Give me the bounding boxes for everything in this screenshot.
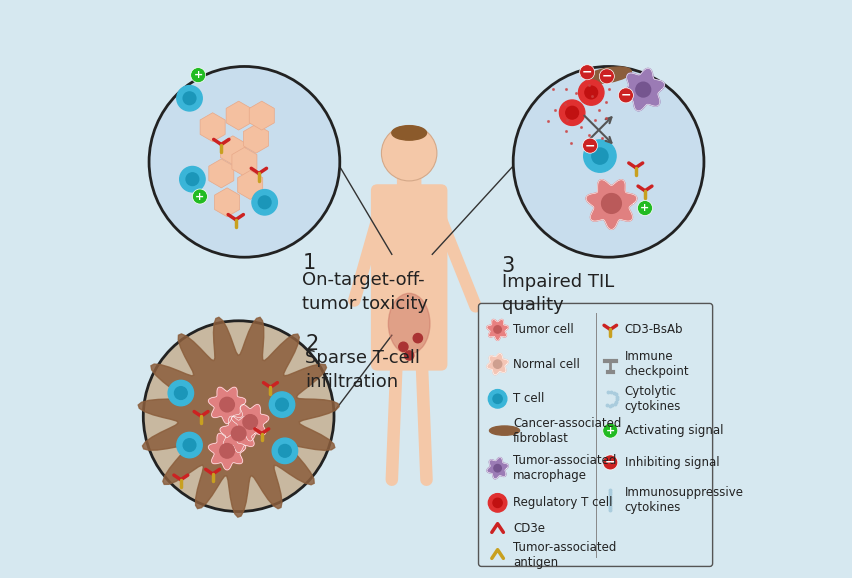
Polygon shape [220, 416, 257, 453]
Text: 3: 3 [501, 256, 515, 276]
Circle shape [582, 138, 597, 153]
Circle shape [175, 387, 187, 399]
Circle shape [492, 360, 501, 368]
Circle shape [143, 321, 334, 512]
Circle shape [258, 196, 271, 209]
Circle shape [251, 190, 277, 215]
Text: CD3-BsAb: CD3-BsAb [624, 323, 682, 336]
FancyBboxPatch shape [371, 185, 446, 370]
Circle shape [149, 66, 339, 257]
Circle shape [191, 68, 205, 83]
Text: Cytolytic
cytokines: Cytolytic cytokines [624, 385, 681, 413]
Text: Sparse T-cell
infiltration: Sparse T-cell infiltration [305, 349, 420, 391]
Ellipse shape [489, 426, 519, 435]
Text: −: − [620, 89, 630, 102]
Polygon shape [486, 320, 508, 340]
Text: −: − [604, 456, 615, 469]
Text: +: + [195, 191, 204, 202]
Circle shape [183, 92, 196, 105]
FancyBboxPatch shape [397, 162, 420, 197]
Text: +: + [193, 70, 203, 80]
Circle shape [579, 65, 594, 80]
Circle shape [412, 334, 422, 343]
Text: Tumor-associated
macrophage: Tumor-associated macrophage [513, 454, 616, 482]
Circle shape [584, 86, 597, 99]
Text: Tumor cell: Tumor cell [513, 323, 573, 336]
Text: On-target-off-
tumor toxicity: On-target-off- tumor toxicity [302, 271, 428, 313]
Text: −: − [581, 66, 592, 79]
Circle shape [381, 125, 436, 181]
Text: Activating signal: Activating signal [624, 424, 722, 437]
Circle shape [488, 494, 506, 512]
Circle shape [599, 69, 613, 84]
Text: 2: 2 [305, 334, 318, 354]
Polygon shape [208, 387, 245, 424]
Polygon shape [486, 354, 508, 375]
Polygon shape [486, 458, 508, 479]
Circle shape [601, 194, 620, 213]
Text: T cell: T cell [513, 392, 544, 405]
Circle shape [602, 423, 617, 438]
Text: Immune
checkpoint: Immune checkpoint [624, 350, 688, 378]
Circle shape [636, 201, 652, 216]
Circle shape [404, 351, 413, 360]
Circle shape [168, 380, 193, 406]
Polygon shape [585, 180, 636, 229]
Polygon shape [231, 405, 268, 441]
Text: 1: 1 [302, 253, 315, 273]
Circle shape [493, 326, 501, 333]
Text: Inhibiting signal: Inhibiting signal [624, 456, 718, 469]
Circle shape [635, 82, 650, 97]
Circle shape [398, 342, 407, 351]
Polygon shape [138, 317, 339, 517]
Circle shape [602, 455, 617, 470]
Text: Normal cell: Normal cell [513, 358, 579, 370]
Circle shape [269, 392, 295, 417]
Circle shape [565, 106, 578, 119]
Text: +: + [605, 425, 614, 436]
Circle shape [591, 148, 607, 164]
Ellipse shape [585, 67, 630, 83]
Text: CD3e: CD3e [513, 523, 544, 535]
Circle shape [493, 465, 501, 472]
Circle shape [183, 439, 196, 451]
Circle shape [492, 394, 502, 403]
Polygon shape [621, 68, 664, 111]
Circle shape [220, 443, 234, 458]
Circle shape [559, 100, 584, 125]
Circle shape [583, 140, 615, 172]
Text: +: + [640, 203, 649, 213]
Ellipse shape [391, 125, 426, 140]
Polygon shape [208, 434, 245, 470]
Circle shape [275, 398, 288, 411]
Ellipse shape [388, 294, 429, 354]
Circle shape [272, 438, 297, 464]
Circle shape [243, 414, 257, 429]
Circle shape [176, 432, 202, 458]
Circle shape [180, 166, 204, 192]
Text: −: − [601, 70, 612, 83]
Circle shape [578, 80, 603, 105]
Circle shape [618, 88, 633, 103]
Text: Cancer-associated
fibroblast: Cancer-associated fibroblast [513, 417, 621, 444]
Text: Tumor-associated
antigen: Tumor-associated antigen [513, 541, 616, 569]
Circle shape [220, 397, 234, 412]
FancyBboxPatch shape [478, 303, 711, 566]
Circle shape [492, 498, 502, 507]
Circle shape [231, 426, 245, 441]
Text: −: − [584, 139, 595, 152]
Circle shape [176, 86, 202, 111]
Circle shape [488, 390, 506, 408]
Circle shape [186, 173, 199, 186]
Circle shape [193, 189, 207, 204]
Text: Regulatory T cell: Regulatory T cell [513, 497, 612, 509]
Text: Impaired TIL
quality: Impaired TIL quality [501, 273, 613, 314]
Text: Immunosuppressive
cytokines: Immunosuppressive cytokines [624, 486, 743, 514]
Circle shape [513, 66, 703, 257]
Circle shape [279, 444, 291, 457]
